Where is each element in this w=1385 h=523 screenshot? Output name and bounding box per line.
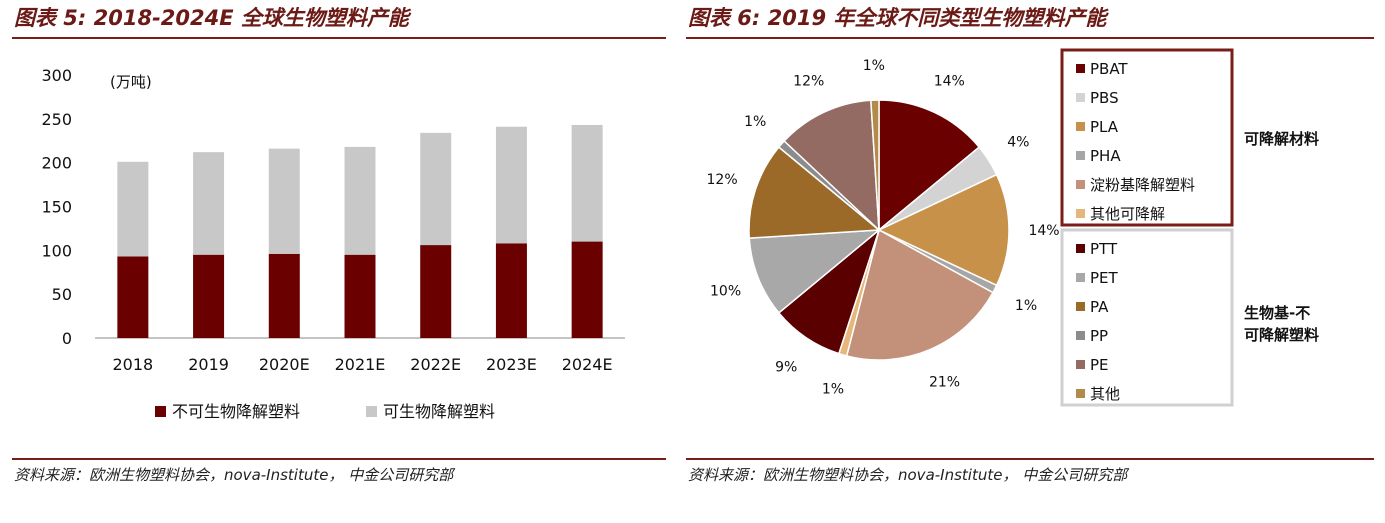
legend-label: PET bbox=[1090, 269, 1119, 287]
legend-swatch bbox=[1076, 331, 1085, 340]
legend-label: 可生物降解塑料 bbox=[383, 402, 495, 421]
bar-chart: 0 50 100 150 200 250 300 (万吨) 2018 2019 2020E 2021E… bbox=[41, 66, 625, 421]
legend-label: 其他可降解 bbox=[1090, 205, 1165, 223]
x-tick-label: 2024E bbox=[562, 355, 613, 374]
pie-data-label: 1% bbox=[863, 58, 885, 74]
bar-non-degradable bbox=[495, 243, 527, 338]
legend-group-label: 可降解材料 bbox=[1244, 130, 1319, 148]
legend-group-box bbox=[1060, 48, 1234, 227]
bar-degradable bbox=[117, 161, 149, 257]
x-tick-label: 2022E bbox=[410, 355, 461, 374]
y-tick-label: 300 bbox=[41, 66, 72, 85]
legend-swatch bbox=[1076, 151, 1085, 160]
legend-swatch bbox=[1076, 244, 1085, 253]
bar-degradable bbox=[495, 126, 527, 244]
pie-slice bbox=[783, 99, 880, 232]
legend-label: PE bbox=[1090, 356, 1109, 374]
x-tick-label: 2019 bbox=[188, 355, 229, 374]
legend-swatch bbox=[1076, 122, 1085, 131]
legend-group-label: 可降解塑料 bbox=[1244, 326, 1319, 344]
bar-non-degradable bbox=[344, 254, 376, 338]
legend-label: PA bbox=[1090, 298, 1109, 316]
legend-swatch bbox=[1076, 180, 1085, 189]
bar-degradable bbox=[571, 124, 603, 242]
bar-non-degradable bbox=[117, 256, 149, 338]
y-unit-label: (万吨) bbox=[110, 73, 152, 91]
legend-swatch bbox=[1076, 360, 1085, 369]
y-tick-label: 250 bbox=[41, 110, 72, 129]
pie-data-label: 9% bbox=[775, 359, 797, 375]
y-tick-label: 50 bbox=[52, 285, 72, 304]
legend-swatch bbox=[155, 406, 166, 417]
legend-swatch bbox=[1076, 273, 1085, 282]
title-rule bbox=[686, 37, 1374, 39]
legend-swatch bbox=[1076, 64, 1085, 73]
bar-non-degradable bbox=[571, 241, 603, 338]
pie-data-label: 12% bbox=[707, 172, 738, 188]
y-tick-label: 150 bbox=[41, 198, 72, 217]
x-tick-label: 2023E bbox=[486, 355, 537, 374]
pie-data-label: 1% bbox=[822, 381, 844, 397]
legend-group-box bbox=[1060, 228, 1234, 407]
pie-data-label: 14% bbox=[934, 74, 965, 90]
legend-swatch bbox=[1076, 93, 1085, 102]
pie-data-label: 4% bbox=[1007, 135, 1029, 151]
x-tick-label: 2018 bbox=[112, 355, 153, 374]
pie-chart-source: 资料来源：欧洲生物塑料协会，nova-Institute， 中金公司研究部 bbox=[688, 466, 1128, 484]
bar-degradable bbox=[420, 132, 452, 246]
pie-slice bbox=[878, 99, 981, 232]
legend-swatch bbox=[1076, 302, 1085, 311]
legend-label: PTT bbox=[1090, 240, 1118, 258]
legend-label: 其他 bbox=[1090, 385, 1120, 403]
bar-degradable bbox=[268, 148, 300, 254]
legend-label: PP bbox=[1090, 327, 1108, 345]
bar-chart-title: 图表 5: 2018-2024E 全球生物塑料产能 bbox=[14, 6, 409, 30]
bar-non-degradable bbox=[268, 253, 300, 338]
source-rule bbox=[686, 458, 1374, 460]
bar-degradable bbox=[344, 146, 376, 255]
title-rule bbox=[12, 37, 666, 39]
x-tick-label: 2021E bbox=[335, 355, 386, 374]
pie-slice bbox=[845, 228, 994, 361]
pie-data-label: 10% bbox=[710, 284, 741, 300]
bar-non-degradable bbox=[193, 254, 225, 338]
y-tick-label: 100 bbox=[41, 241, 72, 260]
legend-label: PBS bbox=[1090, 89, 1119, 107]
legend-label: PBAT bbox=[1090, 60, 1128, 78]
bar-chart-panel: 图表 5: 2018-2024E 全球生物塑料产能 0 50 100 150 200 25… bbox=[0, 0, 668, 523]
source-rule bbox=[12, 458, 666, 460]
legend-swatch bbox=[1076, 209, 1085, 218]
pie-data-label: 14% bbox=[1028, 223, 1059, 239]
legend-label: 不可生物降解塑料 bbox=[172, 402, 300, 421]
bar-degradable bbox=[193, 152, 225, 255]
pie-slice bbox=[748, 146, 881, 239]
pie-data-label: 1% bbox=[744, 114, 766, 130]
legend-label: PLA bbox=[1090, 118, 1119, 136]
x-tick-label: 2020E bbox=[259, 355, 310, 374]
y-tick-label: 200 bbox=[41, 154, 72, 173]
pie-chart-title: 图表 6: 2019 年全球不同类型生物塑料产能 bbox=[688, 6, 1107, 30]
pie-chart: 14% 4% 14% 1% 21% 1% 9% 10% 12% 1% 12% 1% PBAT PBS PLA… bbox=[707, 48, 1319, 407]
bar-non-degradable bbox=[420, 245, 452, 338]
y-tick-label: 0 bbox=[62, 329, 72, 348]
pie-chart-panel: 图表 6: 2019 年全球不同类型生物塑料产能 14% 4% 14% 1% 21% 1%… bbox=[684, 0, 1385, 523]
pie-data-label: 1% bbox=[1015, 298, 1037, 314]
legend-group-label: 生物基-不 bbox=[1244, 304, 1310, 322]
pie-slice bbox=[748, 229, 882, 314]
pie-slice bbox=[870, 99, 880, 231]
legend-swatch bbox=[366, 406, 377, 417]
pie-data-label: 12% bbox=[793, 74, 824, 90]
pie-slice bbox=[877, 173, 1010, 287]
legend-swatch bbox=[1076, 389, 1085, 398]
legend-label: 淀粉基降解塑料 bbox=[1090, 176, 1195, 194]
pie-data-label: 21% bbox=[929, 374, 960, 390]
bar-chart-source: 资料来源：欧洲生物塑料协会，nova-Institute， 中金公司研究部 bbox=[14, 466, 454, 484]
legend-label: PHA bbox=[1090, 147, 1121, 165]
